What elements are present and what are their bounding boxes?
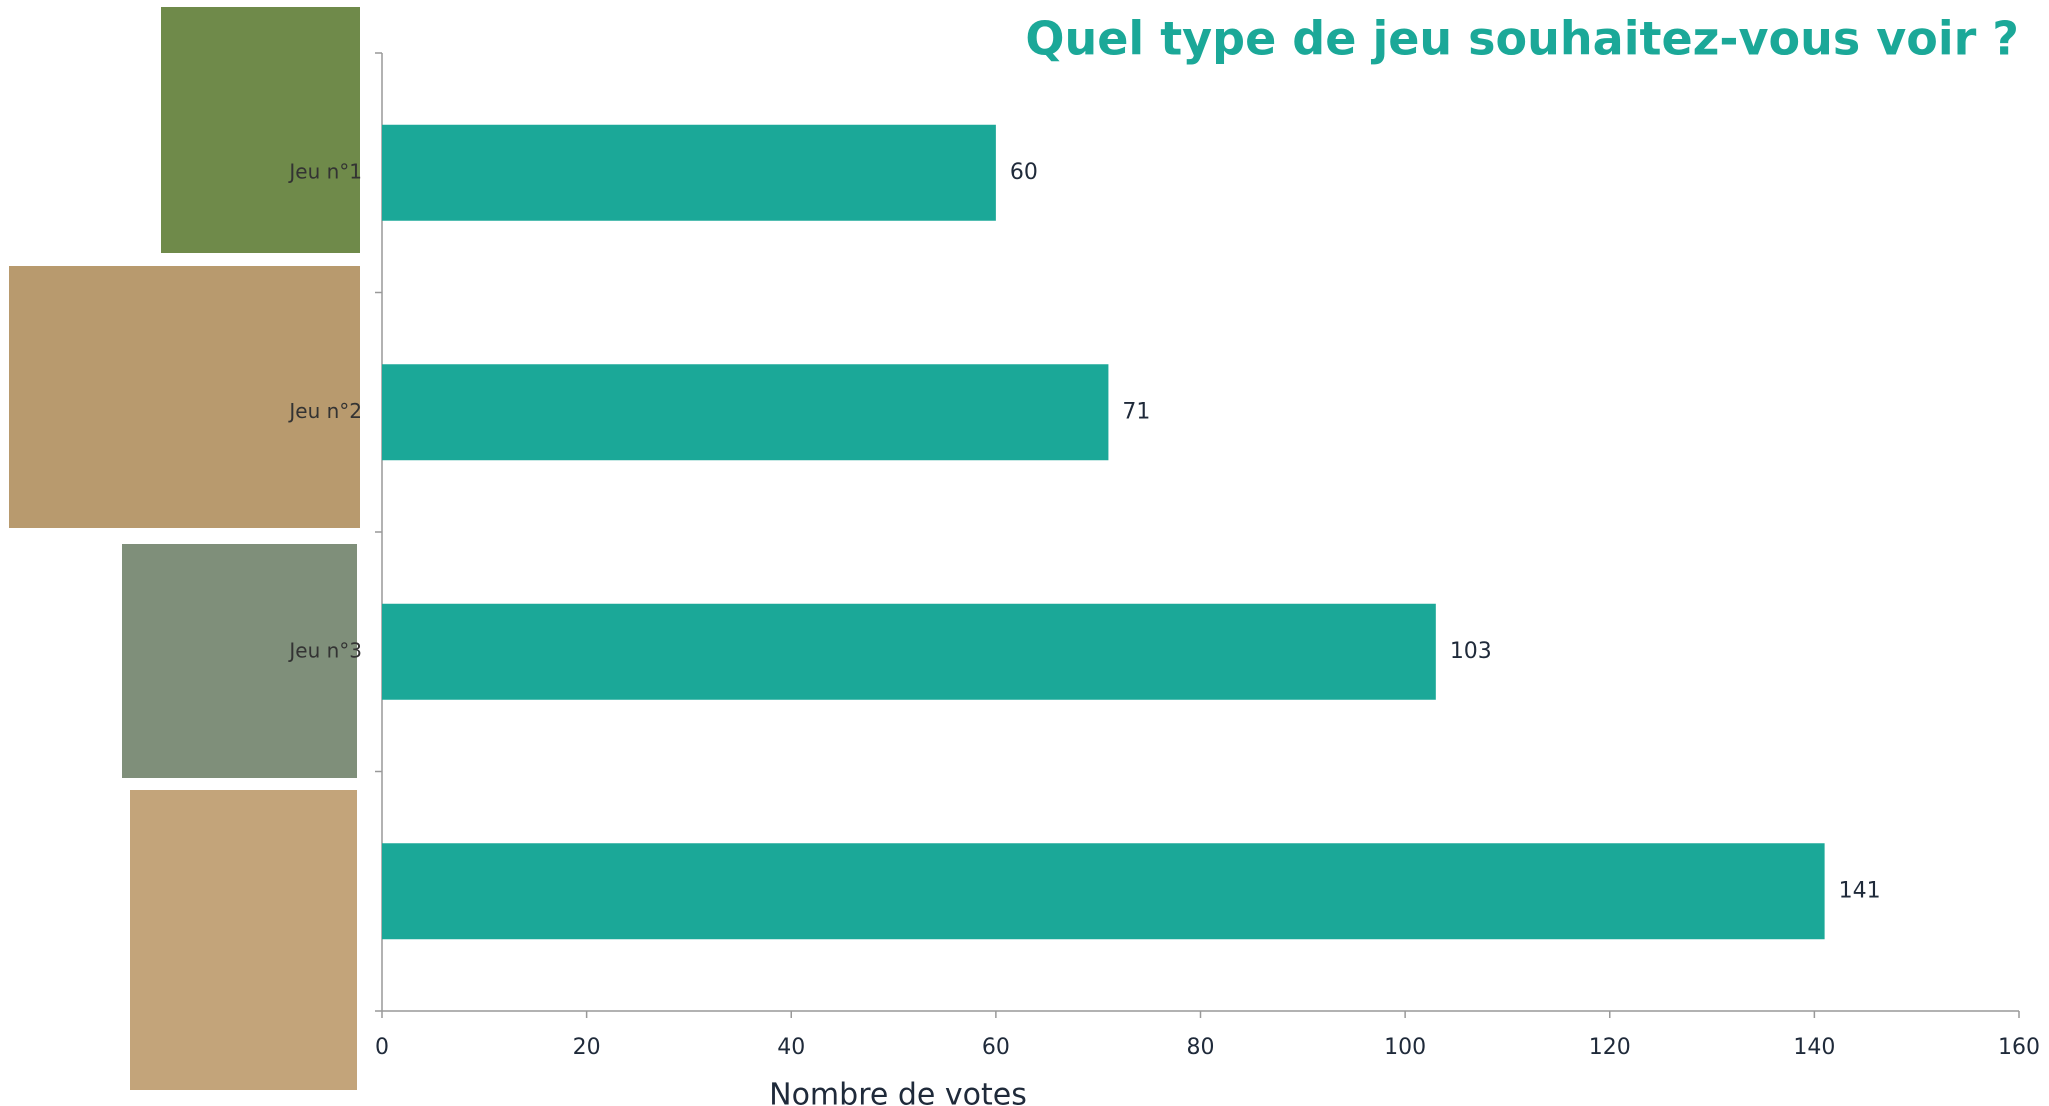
x-tick-label: 20 (573, 1035, 601, 1060)
photo-game-4 (130, 790, 357, 1090)
chart-title: Quel type de jeu souhaitez-vous voir ? (1025, 12, 2019, 66)
bar (382, 125, 996, 221)
photo-game-2 (9, 266, 360, 528)
y-tick-label: Jeu n°2 (287, 399, 362, 423)
bar (382, 364, 1108, 460)
value-label: 60 (1010, 160, 1038, 185)
x-tick-label: 60 (982, 1035, 1010, 1060)
y-tick-label: Jeu n°1 (287, 159, 362, 183)
x-tick-label: 160 (1998, 1035, 2040, 1060)
x-tick-label: 100 (1384, 1035, 1426, 1060)
value-label: 141 (1839, 878, 1881, 903)
x-tick-label: 40 (777, 1035, 805, 1060)
x-tick-label: 80 (1187, 1035, 1215, 1060)
x-tick-label: 120 (1589, 1035, 1631, 1060)
bar (382, 843, 1825, 939)
x-axis-label: Nombre de votes (769, 1078, 1027, 1106)
x-tick-label: 140 (1793, 1035, 1835, 1060)
chart: Quel type de jeu souhaitez-vous voir ? N… (0, 0, 2049, 1106)
value-label: 71 (1122, 399, 1150, 424)
y-tick-label: Jeu n°3 (287, 638, 362, 662)
bar (382, 604, 1436, 700)
value-label: 103 (1450, 639, 1492, 664)
photo-game-1 (161, 7, 360, 253)
x-tick-label: 0 (375, 1035, 389, 1060)
